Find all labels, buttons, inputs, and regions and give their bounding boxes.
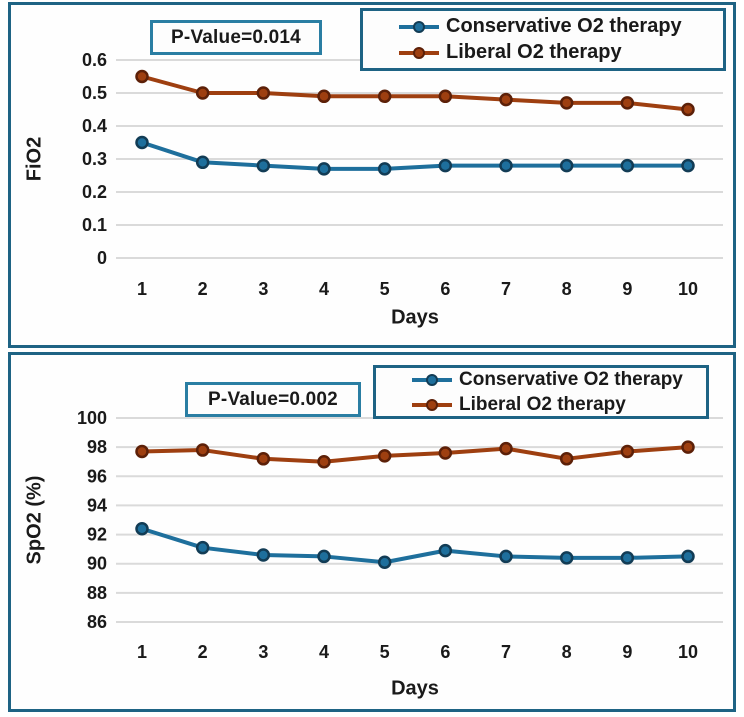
svg-text:7: 7 [501,279,511,299]
svg-text:0.5: 0.5 [82,83,107,103]
spo2-line-plot: 86 88 90 92 94 96 98 100 1 2 3 4 5 6 7 8 9 10 [77,408,723,662]
chart-legend: Conservative O2 therapy Liberal O2 thera… [373,365,709,419]
legend-marker-icon [412,373,452,386]
p-value-annotation: P-Value=0.002 [185,382,361,417]
svg-text:5: 5 [380,279,390,299]
legend-item-conservative: Conservative O2 therapy [410,369,706,391]
svg-text:4: 4 [319,279,329,299]
svg-text:10: 10 [678,279,698,299]
spo2-chart-panel: P-Value=0.002 Conservative O2 therapy Li… [8,352,736,712]
svg-text:86: 86 [87,612,107,632]
y-axis-title: FiO2 [23,136,46,182]
svg-text:100: 100 [77,408,107,428]
svg-text:5: 5 [380,642,390,662]
legend-label: Conservative O2 therapy [446,15,682,37]
legend-marker-icon [399,20,439,33]
chart-legend: Conservative O2 therapy Liberal O2 thera… [360,8,726,71]
svg-text:10: 10 [678,642,698,662]
svg-text:0.3: 0.3 [82,149,107,169]
legend-item-liberal: Liberal O2 therapy [410,394,706,416]
svg-text:1: 1 [137,279,147,299]
svg-text:0: 0 [97,248,107,268]
svg-text:1: 1 [137,642,147,662]
svg-text:94: 94 [87,495,107,515]
svg-text:8: 8 [562,642,572,662]
svg-text:9: 9 [622,279,632,299]
svg-text:96: 96 [87,466,107,486]
svg-text:2: 2 [198,279,208,299]
svg-text:2: 2 [198,642,208,662]
svg-text:7: 7 [501,642,511,662]
svg-text:88: 88 [87,583,107,603]
legend-label: Liberal O2 therapy [459,393,626,415]
svg-text:8: 8 [562,279,572,299]
legend-marker-icon [399,46,439,59]
x-axis-title: Days [391,306,439,329]
svg-text:90: 90 [87,554,107,574]
svg-text:9: 9 [622,642,632,662]
legend-label: Liberal O2 therapy [446,41,622,63]
svg-text:0.4: 0.4 [82,116,107,136]
svg-text:0.6: 0.6 [82,50,107,70]
fio2-chart-panel: P-Value=0.014 Conservative O2 therapy Li… [8,2,736,348]
legend-item-conservative: Conservative O2 therapy [397,15,723,38]
x-axis-title: Days [391,677,439,700]
svg-text:3: 3 [258,279,268,299]
svg-text:0.1: 0.1 [82,215,107,235]
svg-text:3: 3 [258,642,268,662]
svg-text:6: 6 [440,642,450,662]
svg-text:4: 4 [319,642,329,662]
svg-text:92: 92 [87,525,107,545]
p-value-annotation: P-Value=0.014 [150,20,322,55]
legend-item-liberal: Liberal O2 therapy [397,41,723,64]
svg-text:6: 6 [440,279,450,299]
legend-marker-icon [412,398,452,411]
legend-label: Conservative O2 therapy [459,368,683,390]
svg-text:0.2: 0.2 [82,182,107,202]
y-axis-title: SpO2 (%) [23,475,46,565]
svg-text:98: 98 [87,437,107,457]
